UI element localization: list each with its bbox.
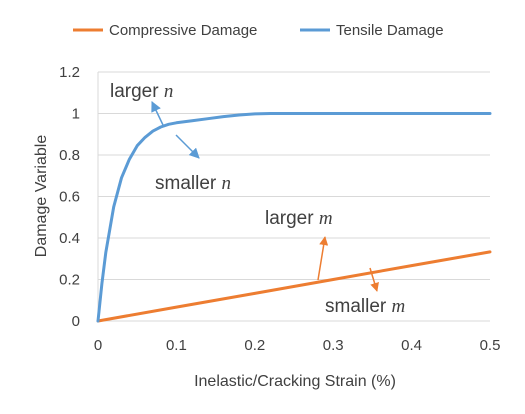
- series-line-compressive: [96, 250, 492, 323]
- y-tick-label: 0.8: [59, 147, 80, 164]
- x-tick-label: 0.2: [244, 337, 265, 354]
- y-axis-title: Damage Variable: [33, 135, 50, 258]
- annotation-larger-n: larger n: [110, 81, 173, 102]
- annotation-arrows: [151, 101, 379, 292]
- series-line-tensile: [96, 112, 492, 323]
- y-tick-label: 1: [72, 106, 80, 123]
- y-tick-label: 0.6: [59, 189, 80, 206]
- annotation-smaller-n: smaller n: [155, 173, 231, 194]
- x-tick-label: 0.5: [480, 337, 501, 354]
- legend: Compressive Damage Tensile Damage: [73, 22, 444, 39]
- legend-label-compressive: Compressive Damage: [109, 22, 257, 39]
- arrow-larger-m: [317, 236, 329, 281]
- x-tick-labels: 0 0.1 0.2 0.3 0.4 0.5: [94, 337, 501, 354]
- legend-label-tensile: Tensile Damage: [336, 22, 444, 39]
- y-tick-label: 1.2: [59, 64, 80, 81]
- x-tick-label: 0.1: [166, 337, 187, 354]
- annotation-smaller-m: smaller m: [325, 296, 405, 317]
- y-tick-label: 0: [72, 313, 80, 330]
- arrow-larger-n: [151, 101, 164, 126]
- arrow-smaller-n: [175, 134, 200, 159]
- y-tick-labels: 0 0.2 0.4 0.6 0.8 1 1.2: [59, 64, 80, 330]
- gridlines: [97, 71, 490, 322]
- x-tick-label: 0.4: [401, 337, 422, 354]
- x-tick-label: 0.3: [323, 337, 344, 354]
- x-axis-title: Inelastic/Cracking Strain (%): [194, 373, 396, 390]
- y-tick-label: 0.4: [59, 230, 80, 247]
- arrow-smaller-m: [369, 267, 379, 292]
- annotation-larger-m: larger m: [265, 208, 333, 229]
- series-layer: [96, 112, 492, 323]
- y-tick-label: 0.2: [59, 272, 80, 289]
- x-tick-label: 0: [94, 337, 102, 354]
